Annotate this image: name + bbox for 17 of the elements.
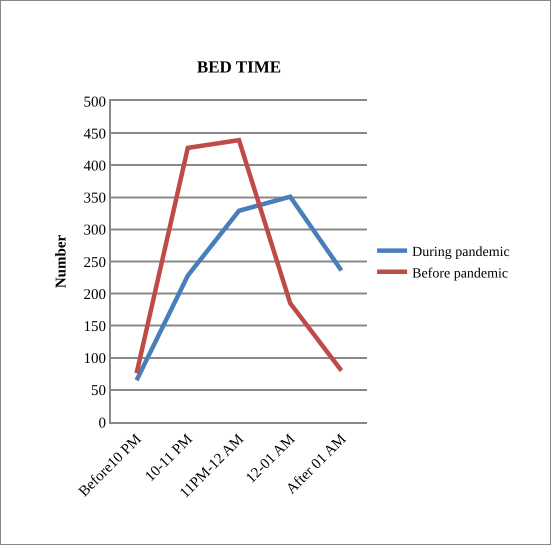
- chart-title: BED TIME: [196, 57, 282, 76]
- y-tick-label: 350: [84, 190, 106, 207]
- y-tick-label: 300: [84, 222, 106, 239]
- y-tick-label: 400: [84, 158, 106, 174]
- legend-label: Before pandemic: [412, 266, 508, 282]
- y-tick-label: 500: [84, 94, 106, 110]
- y-tick-label: 50: [91, 383, 106, 400]
- y-tick-label: 100: [84, 351, 106, 368]
- legend-label: During pandemic: [412, 245, 510, 260]
- line-series: [134, 194, 344, 383]
- y-tick-label: 150: [84, 318, 106, 335]
- y-tick-label: 200: [84, 286, 106, 303]
- y-tick-label: 0: [98, 415, 106, 432]
- line-series: [134, 138, 344, 376]
- y-axis-title: Number: [53, 234, 70, 288]
- y-tick-label: 250: [84, 254, 106, 271]
- y-tick-label: 450: [84, 126, 106, 142]
